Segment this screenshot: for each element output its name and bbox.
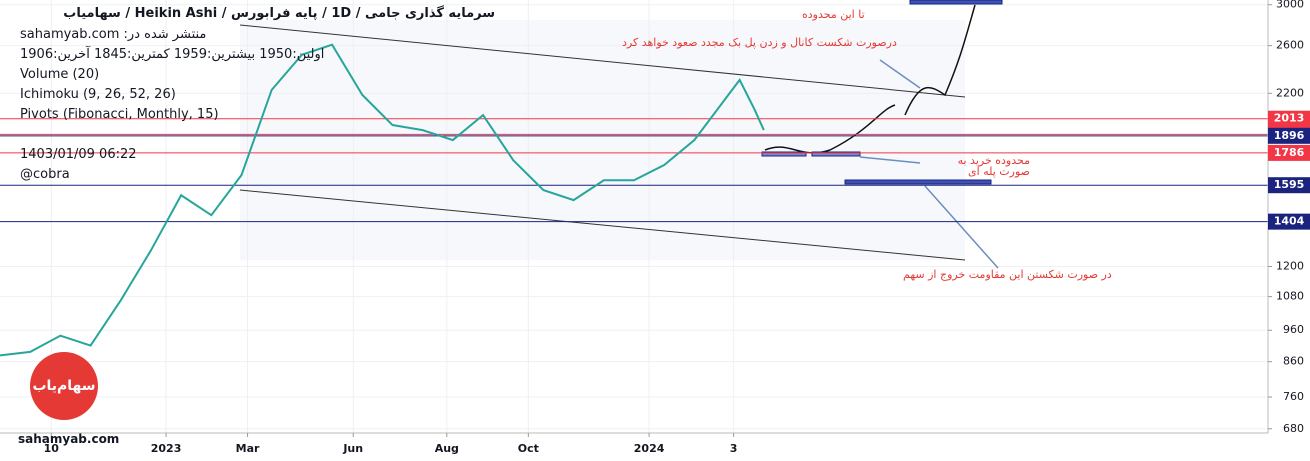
y-tick-label: 760 (1283, 390, 1304, 403)
x-tick-label: 10 (44, 442, 60, 455)
x-tick-label: 2024 (634, 442, 665, 455)
buy-box (761, 151, 807, 157)
channel-zone (240, 20, 965, 260)
x-tick-label: 3 (730, 442, 738, 455)
channel-upper (239, 24, 966, 98)
x-tick-label: 2023 (151, 442, 182, 455)
y-tick-label: 3000 (1276, 0, 1304, 11)
arrow (924, 185, 999, 269)
x-tick-label: Mar (236, 442, 260, 455)
price-label: 1404 (1274, 215, 1305, 228)
info: Ichimoku (9, 26, 52, 26) (20, 87, 176, 102)
y-tick-label: 680 (1283, 422, 1304, 435)
x-axis-area (0, 433, 1268, 461)
price-label: 2013 (1274, 112, 1305, 125)
y-axis-area (1268, 0, 1310, 461)
target-box (909, 0, 1003, 5)
info: Pivots (Fibonacci, Monthly, 15) (20, 107, 219, 122)
y-tick-label: 860 (1283, 355, 1304, 368)
projection (764, 4, 976, 154)
y-tick-label: 2200 (1276, 86, 1304, 99)
arrow (879, 59, 921, 89)
y-tick-label: 1080 (1276, 290, 1304, 303)
annotation: تا این محدوده (802, 8, 865, 21)
info: @cobra (20, 167, 70, 182)
annotation: در صورت شکستن این مقاومت خروج از سهم (903, 268, 1112, 281)
exit-box (844, 179, 992, 185)
price-label-box (1268, 144, 1310, 161)
price-label: 1595 (1274, 178, 1305, 191)
y-tick-label: 960 (1283, 323, 1304, 336)
price-label-box (1268, 127, 1310, 144)
info: Volume (20) (20, 67, 100, 82)
logo: سهام‌یاب (32, 378, 95, 394)
price-label: 1896 (1274, 129, 1305, 142)
x-tick-label: Jun (342, 442, 363, 455)
y-tick-label: 2600 (1276, 39, 1304, 52)
info: 1403/01/09 06:22 (20, 147, 137, 162)
info: منتشر شده در: sahamyab.com (20, 27, 207, 42)
annotation: محدوده خرید به صورت پله ای (957, 154, 1030, 178)
buy-box (811, 151, 861, 157)
info: اولین:1950 بیشترین:1959 کمترین:1845 آخری… (20, 47, 325, 62)
logo-circle (30, 352, 98, 420)
price-label-box (1268, 213, 1310, 230)
y-tick-label: 1200 (1276, 259, 1304, 272)
price-label-box (1268, 110, 1310, 127)
annotation: درصورت شکست کانال و زدن پل بک مجدد صعود … (622, 36, 897, 49)
x-tick-label: Aug (435, 442, 459, 455)
footer: sahamyab.com (18, 432, 120, 446)
x-tick-label: Oct (518, 442, 539, 455)
channel-lower (239, 189, 966, 261)
price-label-box (1268, 177, 1310, 194)
price-line (0, 43, 765, 357)
price-label: 1786 (1274, 146, 1305, 159)
chart-title: سرمایه گذاری جامی / 1D / پایه فرابورس / … (63, 6, 495, 21)
arrow (859, 156, 921, 164)
